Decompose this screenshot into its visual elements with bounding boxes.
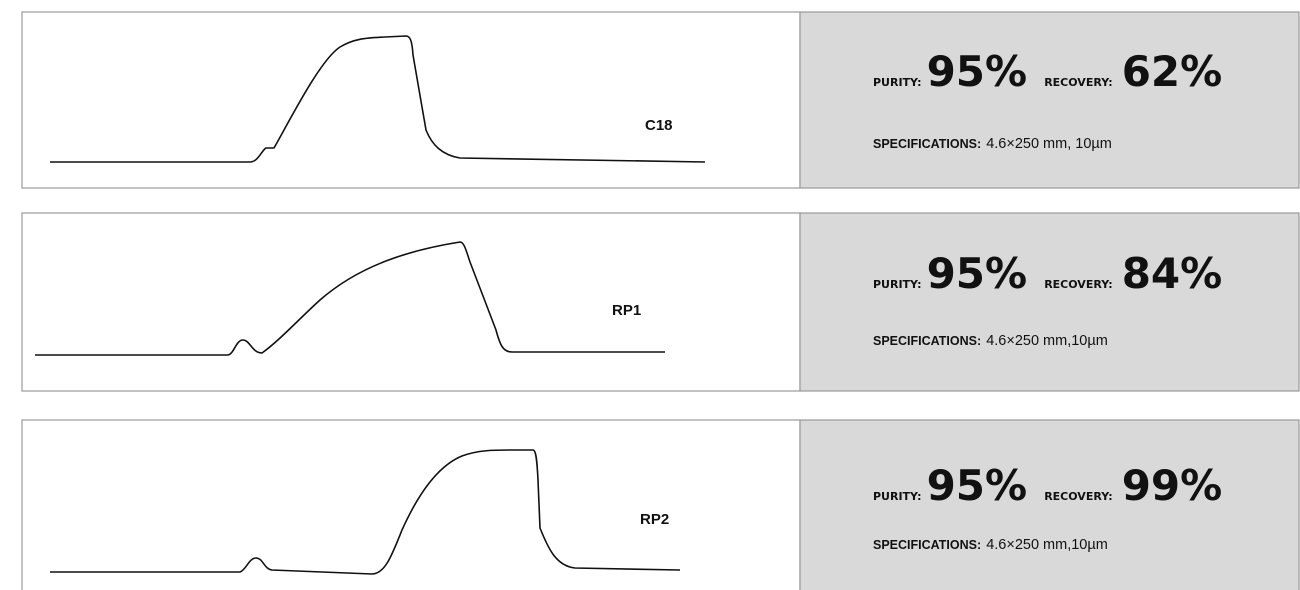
- spec-line: SPECIFICATIONS: 4.6×250 mm,10µm: [873, 534, 1108, 553]
- spec-value: 4.6×250 mm,10µm: [986, 333, 1108, 349]
- spec-label: SPECIFICATIONS:: [873, 137, 981, 151]
- info-box: [799, 419, 1300, 590]
- column-name: RP1: [612, 302, 641, 319]
- purity-label: PURITY:: [873, 76, 921, 89]
- recovery-value: 99%: [1122, 461, 1223, 510]
- purity-line: PURITY: 95% RECOVERY: 84%: [873, 249, 1222, 298]
- chromatogram-box: [21, 212, 801, 392]
- panel: C18 PURITY: 95% RECOVERY: 62% SPECIFICAT…: [21, 11, 1300, 189]
- chromatogram-curve: [50, 35, 706, 163]
- spec-line: SPECIFICATIONS: 4.6×250 mm,10µm: [873, 330, 1108, 349]
- chromatogram-curve: [35, 241, 665, 356]
- recovery-label: RECOVERY:: [1044, 490, 1112, 503]
- panel: RP1 PURITY: 95% RECOVERY: 84% SPECIFICAT…: [21, 212, 1300, 392]
- column-name: C18: [645, 117, 673, 134]
- purity-label: PURITY:: [873, 278, 921, 291]
- recovery-value: 84%: [1122, 249, 1223, 298]
- recovery-value: 62%: [1122, 47, 1223, 96]
- spec-value: 4.6×250 mm,10µm: [986, 537, 1108, 553]
- purity-label: PURITY:: [873, 490, 921, 503]
- purity-line: PURITY: 95% RECOVERY: 62%: [873, 47, 1222, 96]
- info-box: [799, 212, 1300, 392]
- purity-value: 95%: [927, 249, 1028, 298]
- info-box: [799, 11, 1300, 189]
- purity-value: 95%: [927, 461, 1028, 510]
- spec-value: 4.6×250 mm, 10µm: [986, 136, 1112, 152]
- chromatogram-box: [21, 419, 801, 590]
- column-name: RP2: [640, 511, 669, 528]
- spec-line: SPECIFICATIONS: 4.6×250 mm, 10µm: [873, 133, 1112, 152]
- panel: RP2 PURITY: 95% RECOVERY: 99% SPECIFICAT…: [21, 419, 1300, 590]
- recovery-label: RECOVERY:: [1044, 76, 1112, 89]
- purity-line: PURITY: 95% RECOVERY: 99%: [873, 461, 1222, 510]
- recovery-label: RECOVERY:: [1044, 278, 1112, 291]
- purity-value: 95%: [927, 47, 1028, 96]
- chromatogram-curve: [50, 449, 681, 575]
- spec-label: SPECIFICATIONS:: [873, 538, 981, 552]
- spec-label: SPECIFICATIONS:: [873, 334, 981, 348]
